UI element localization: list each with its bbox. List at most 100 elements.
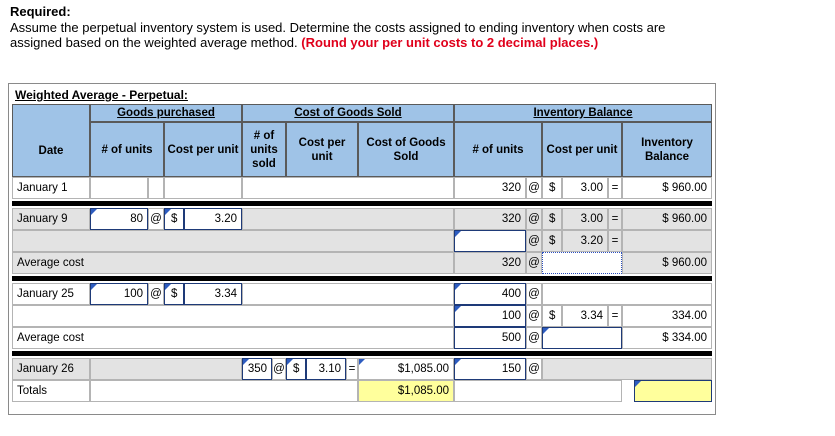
instruction-line-2: assigned based on the weighted average m… [10, 35, 298, 50]
inv-equals-jan25-b: = [608, 305, 622, 327]
inv-at-jan1: @ [526, 177, 542, 199]
inv-cost-jan9-b: 3.20 [562, 230, 608, 252]
row-totals: Totals [12, 380, 90, 402]
header-date: Date [12, 104, 90, 177]
header-inventory-cost-per-unit: Cost per unit [542, 122, 622, 177]
input-marker-icon [287, 359, 293, 365]
header-inventory-units: # of units [454, 122, 542, 177]
units-sold-jan26-input[interactable]: 350 [242, 358, 272, 380]
inv-at-avg2: @ [526, 327, 542, 349]
total-cogs: $1,085.00 [358, 380, 454, 402]
inv-units-jan25-a-input[interactable]: 400 [454, 283, 526, 305]
inv-balance-jan1: $ 960.00 [622, 177, 712, 199]
inv-dollar-jan9-a: $ [542, 208, 562, 230]
row-jan25-b-left [12, 305, 454, 327]
inv-balance-avg1: $ 960.00 [622, 252, 712, 274]
sold-at-jan26: @ [272, 358, 286, 380]
inv-units-jan1: 320 [454, 177, 526, 199]
avg-cost-per-unit-2-input[interactable] [542, 327, 622, 349]
header-inventory-balance: Inventory Balance [454, 104, 712, 122]
header-units-sold: # of units sold [242, 122, 286, 177]
totals-inv-area [454, 380, 622, 402]
purchased-at-jan9: @ [148, 208, 164, 230]
cogs-area-jan9 [242, 208, 454, 230]
input-marker-icon [165, 284, 171, 290]
sold-cost-jan26-input[interactable]: 3.10 [306, 358, 346, 380]
inv-units-jan26-input[interactable]: 150 [454, 358, 526, 380]
purchased-area-jan26 [90, 358, 242, 380]
inv-at-avg1: @ [526, 252, 542, 274]
input-marker-icon [543, 328, 549, 334]
inv-units-jan25-b-input[interactable]: 100 [454, 305, 526, 327]
row-average-cost-2: Average cost [12, 327, 454, 349]
inv-balance-jan25-b: 334.00 [622, 305, 712, 327]
input-marker-icon [455, 231, 461, 237]
inv-dollar-jan25-b: $ [542, 305, 562, 327]
input-marker-icon [455, 359, 461, 365]
purchased-cost-jan25-input[interactable]: 3.34 [184, 283, 242, 305]
sold-equals-jan26: = [346, 358, 358, 380]
separator-2 [12, 276, 712, 281]
row-average-cost-1: Average cost [12, 252, 454, 274]
inv-at-jan25-a: @ [526, 283, 542, 305]
header-cogs: Cost of Goods Sold [358, 122, 454, 177]
instruction-line-1: Assume the perpetual inventory system is… [10, 20, 666, 35]
header-inventory-balance-col: Inventory Balance [622, 122, 712, 177]
input-marker-icon [455, 284, 461, 290]
inv-cost-jan9-a: 3.00 [562, 208, 608, 230]
inv-balance-jan9-a: $ 960.00 [622, 208, 712, 230]
purchased-units-jan25-input[interactable]: 100 [90, 283, 148, 305]
inv-cost-jan1: 3.00 [562, 177, 608, 199]
input-marker-icon [165, 209, 171, 215]
rounding-note: (Round your per unit costs to 2 decimal … [301, 35, 599, 50]
row-jan9-b-left [12, 230, 454, 252]
inv-equals-jan9-a: = [608, 208, 622, 230]
header-purchased-cost-per-unit: Cost per unit [164, 122, 242, 177]
inv-at-jan9-a: @ [526, 208, 542, 230]
inv-rest-jan25-a [542, 283, 712, 305]
inv-rest-jan26 [542, 358, 712, 380]
inv-balance-avg2: $ 334.00 [622, 327, 712, 349]
inv-units-jan9-b-input[interactable] [454, 230, 526, 252]
purchased-cost-jan1 [164, 177, 242, 199]
separator-3 [12, 351, 712, 356]
required-heading: Required: [10, 4, 71, 19]
inv-units-avg2-input[interactable]: 500 [454, 327, 526, 349]
inv-dollar-jan1: $ [542, 177, 562, 199]
inv-units-jan9-a: 320 [454, 208, 526, 230]
worksheet-title: Weighted Average - Perpetual: [15, 88, 188, 102]
inv-at-jan9-b: @ [526, 230, 542, 252]
purchased-cost-jan9-input[interactable]: 3.20 [184, 208, 242, 230]
inv-at-jan26: @ [526, 358, 542, 380]
input-marker-icon [635, 381, 641, 387]
purchased-units-jan9-input[interactable]: 80 [90, 208, 148, 230]
inv-equals-jan1: = [608, 177, 622, 199]
header-cost-of-goods-sold: Cost of Goods Sold [242, 104, 454, 122]
avg-cost-per-unit-1-input[interactable] [542, 252, 622, 274]
purchased-units-jan1 [90, 177, 148, 199]
ending-inventory-total-input[interactable] [634, 380, 712, 402]
purchased-at-jan1 [148, 177, 164, 199]
header-goods-purchased: Goods purchased [90, 104, 242, 122]
row-date-jan25: January 25 [12, 283, 90, 305]
input-marker-icon [91, 284, 97, 290]
inv-balance-jan9-b [622, 230, 712, 252]
row-date-jan1: January 1 [12, 177, 90, 199]
weighted-average-table: Goods purchased Cost of Goods Sold Inven… [12, 104, 712, 409]
row-date-jan26: January 26 [12, 358, 90, 380]
separator-1 [12, 201, 712, 206]
inv-units-avg1: 320 [454, 252, 526, 274]
inv-dollar-jan9-b: $ [542, 230, 562, 252]
purchased-at-jan25: @ [148, 283, 164, 305]
required-instructions: Assume the perpetual inventory system is… [10, 20, 830, 50]
header-sold-cost-per-unit: Cost per unit [286, 122, 358, 177]
inv-at-jan25-b: @ [526, 305, 542, 327]
input-marker-icon [91, 209, 97, 215]
cogs-jan26: $1,085.00 [358, 358, 454, 380]
input-marker-icon [455, 306, 461, 312]
cogs-area-jan25 [242, 283, 454, 305]
input-marker-icon [359, 359, 365, 365]
inv-cost-jan25-b: 3.34 [562, 305, 608, 327]
cogs-area-jan1 [242, 177, 454, 199]
inv-equals-jan9-b: = [608, 230, 622, 252]
